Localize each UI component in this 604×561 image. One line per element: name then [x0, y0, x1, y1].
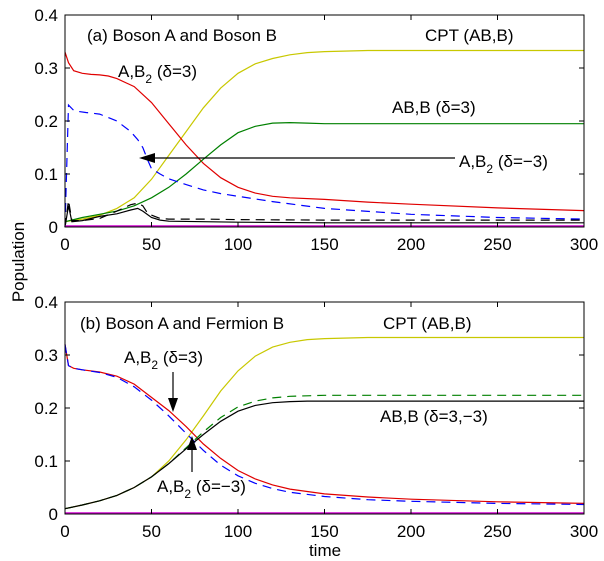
panel-b-y-tick-label-4: 0.4: [34, 293, 58, 312]
panel-a-ab2-neg-label: A,B2 (δ=−3): [459, 152, 548, 176]
panel-a-ab-b-label: AB,B (δ=3): [392, 98, 476, 117]
panel-a-series-line-4: [64, 200, 584, 228]
panel-b-x-tick-label-0: 0: [60, 522, 69, 541]
panel-b-x-tick-label-4: 200: [397, 522, 425, 541]
panel-b-series-line-4: [64, 400, 584, 510]
panel-b-arrow-down: [168, 372, 178, 412]
panel-a-y-tick-label-1: 0.1: [34, 165, 58, 184]
panel-b-label: (b) Boson A and Fermion B: [80, 314, 284, 333]
panel-b-x-tick-label-6: 300: [570, 522, 598, 541]
panel-a-series-line-5: [64, 205, 584, 228]
panel-b-y-tick-label-2: 0.2: [34, 399, 58, 418]
panel-a-label: (a) Boson A and Boson B: [87, 26, 277, 45]
panel-b-series-line-1: [64, 344, 585, 504]
panel-a-axes-frame: [64, 14, 585, 228]
panel-b-y-tick-label-1: 0.1: [34, 452, 58, 471]
panel-b-ab2-pos-label: A,B2 (δ=3): [124, 348, 203, 372]
panel-a-ab2-pos-label: A,B2 (δ=3): [118, 62, 197, 86]
panel-b-series-line-3: [64, 394, 584, 510]
panel-b-ab2-neg-label: A,B2 (δ=−3): [157, 477, 246, 501]
panel-a-y-tick-label-4: 0.4: [34, 6, 58, 25]
panel-a-x-tick-label-2: 100: [224, 235, 252, 254]
panel-a-y-tick-label-2: 0.2: [34, 112, 58, 131]
y-axis-label: Population: [9, 222, 28, 302]
panel-b-y-tick-label-0: 0: [49, 505, 58, 524]
panel-a-ticks-group: 0 50 100 150 200 250 300 0 0.1 0.2 0.3 0.4: [34, 6, 598, 254]
panel-a-y-tick-label-0: 0: [49, 218, 58, 237]
panel-a-cpt-label: CPT (AB,B): [425, 26, 513, 45]
panel-a-x-tick-label-6: 300: [570, 235, 598, 254]
panel-a-x-tick-label-3: 150: [310, 235, 338, 254]
panel-b-ticks-group: 0 50 100 150 200 250 300 0 0.1 0.2 0.3 0.4: [34, 293, 598, 541]
panel-b-x-tick-label-5: 250: [483, 522, 511, 541]
panel-b-cpt-label: CPT (AB,B): [383, 314, 471, 333]
panel-b: 0 50 100 150 200 250 300 0 0.1 0.2 0.3 0.4 (b) Boso…: [34, 293, 598, 541]
panel-a-x-tick-label-1: 50: [142, 235, 161, 254]
panel-a-x-tick-label-5: 250: [483, 235, 511, 254]
panel-b-y-tick-label-3: 0.3: [34, 346, 58, 365]
panel-a-series-line-3: [64, 103, 585, 228]
panel-a-arrow: [139, 153, 455, 163]
panel-b-x-tick-label-2: 100: [224, 522, 252, 541]
panel-a-series-line-0: [64, 49, 584, 223]
panel-b-series-line-2: [64, 344, 585, 506]
panel-a-x-tick-label-4: 200: [397, 235, 425, 254]
panel-b-ab-b-label: AB,B (δ=3,−3): [380, 407, 488, 426]
panel-a-y-tick-label-3: 0.3: [34, 59, 58, 78]
panel-b-arrow-up: [187, 436, 197, 472]
panel-b-x-tick-label-3: 150: [310, 522, 338, 541]
panel-a-x-tick-label-0: 0: [60, 235, 69, 254]
x-axis-label: time: [309, 541, 341, 560]
panel-a-series-line-1: [64, 51, 585, 212]
panel-a: 0 50 100 150 200 250 300 0 0.1 0.2 0.3 0.4 (a) Boso…: [34, 6, 598, 254]
panel-b-x-tick-label-1: 50: [142, 522, 161, 541]
